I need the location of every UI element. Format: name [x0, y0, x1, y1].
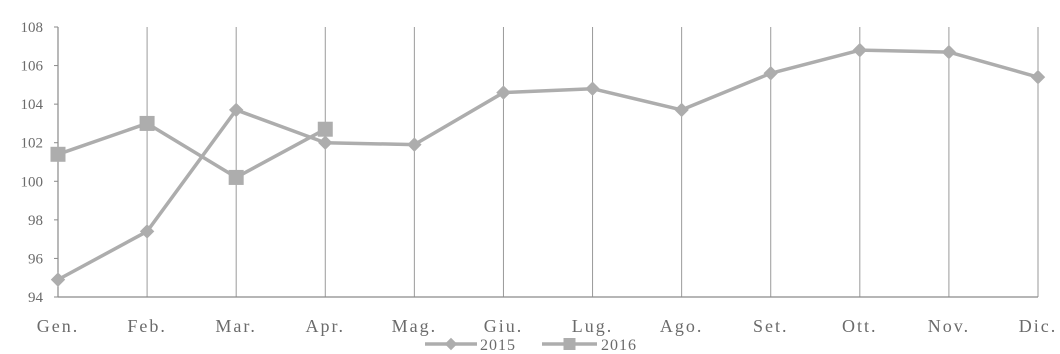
data-point-2016 [50, 146, 66, 162]
y-tick-label: 108 [21, 20, 44, 36]
data-point-2015 [50, 272, 66, 287]
data-point-2015 [318, 135, 333, 150]
legend-marker-diamond [444, 337, 458, 351]
series-line-2015 [57, 48, 1039, 282]
data-point-2016 [317, 121, 333, 137]
data-point-2015 [763, 66, 778, 81]
y-tick-label: 100 [21, 174, 44, 190]
data-point-2015 [941, 44, 957, 60]
data-point-2015 [139, 224, 155, 239]
data-point-2016 [139, 115, 155, 131]
data-point-2015 [1030, 69, 1046, 85]
y-tick-label: 96 [28, 251, 44, 267]
x-tick-label: Lug. [572, 316, 614, 336]
vertical-gridlines [146, 27, 1039, 297]
x-tick-label: Feb. [127, 316, 167, 336]
x-tick-label: Apr. [306, 316, 346, 336]
y-axis-tick-labels: 94 96 98 100 102 104 106 108 [21, 20, 44, 306]
x-tick-label: Gen. [37, 316, 80, 336]
legend-label: 2016 [601, 337, 637, 354]
legend-marker-square [563, 338, 576, 350]
y-tick-label: 94 [28, 290, 44, 306]
series-line-2016 [57, 121, 327, 180]
series-2015 [50, 42, 1046, 287]
y-tick-label: 102 [21, 136, 44, 152]
x-tick-label: Mag. [392, 316, 438, 336]
x-tick-label: Ago. [660, 316, 704, 336]
y-tick-label: 106 [21, 59, 44, 75]
series-group [50, 42, 1046, 287]
y-tick-label: 98 [28, 213, 43, 229]
legend-item-2016: 2016 [542, 337, 637, 354]
y-tick-label: 104 [21, 97, 44, 113]
data-point-2015 [407, 137, 422, 152]
x-axis-tick-labels: Gen. Feb. Mar. Apr. Mag. Giu. Lug. Ago. Set. Ott.… [37, 316, 1058, 336]
x-tick-label: Giu. [484, 316, 524, 336]
legend: 2015 2016 [425, 337, 637, 354]
data-point-2015 [852, 42, 868, 58]
legend-item-2015: 2015 [425, 337, 516, 354]
data-point-2015 [585, 81, 600, 96]
x-tick-label: Set. [753, 316, 789, 336]
x-tick-label: Dic. [1019, 316, 1058, 336]
data-point-2015 [496, 85, 511, 100]
x-tick-label: Ott. [842, 316, 878, 336]
data-point-2015 [228, 102, 244, 118]
x-tick-label: Mar. [215, 316, 257, 336]
series-2016 [50, 115, 333, 185]
x-tick-label: Nov. [928, 316, 970, 336]
axes [54, 26, 1038, 298]
data-point-2016 [228, 169, 244, 185]
data-point-2015 [674, 102, 689, 118]
legend-label: 2015 [480, 337, 516, 354]
